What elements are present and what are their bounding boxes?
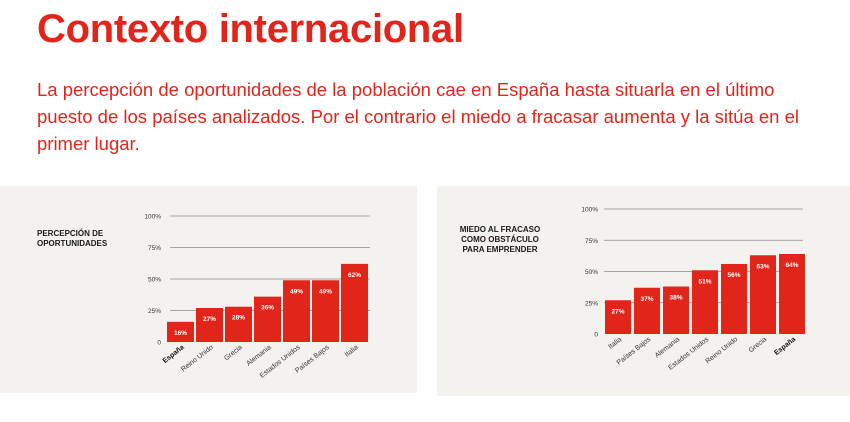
data-label: 62% (348, 272, 361, 279)
bar (167, 321, 194, 342)
bar (692, 270, 718, 334)
x-tick-label: Italia (607, 336, 623, 351)
y-tick-label: 0 (157, 340, 161, 347)
chart-panel-fear-of-failure: MIEDO AL FRACASO COMO OBSTÁCULO PARA EMP… (437, 186, 850, 396)
chart-panel-opportunities: PERCEPCIÓN DE OPORTUNIDADES 0 25% 50% 75% 10… (0, 186, 417, 393)
bar (605, 300, 631, 334)
x-tick-label: Reino Unido (180, 344, 215, 373)
data-label: 56% (727, 272, 740, 279)
bar (312, 280, 339, 342)
data-label: 49% (290, 288, 303, 295)
y-tick-label: 100% (144, 214, 161, 221)
y-tick-label: 75% (585, 238, 598, 245)
x-tick-label: Grecia (223, 344, 244, 362)
page-title: Contexto internacional (37, 7, 464, 51)
data-label: 27% (203, 316, 216, 323)
bar (341, 263, 368, 342)
chart-opportunities: 0 25% 50% 75% 100% 16% España 27% Reino Unido 28%… (144, 214, 370, 380)
data-label: 16% (174, 330, 187, 337)
bar (634, 287, 660, 334)
bar (254, 296, 281, 342)
y-tick-label: 25% (585, 300, 598, 307)
x-tick-label: Alemania (245, 344, 272, 368)
intro-text: La percepción de oportunidades de la pob… (37, 79, 800, 154)
y-tick-label: 50% (585, 269, 598, 276)
bar (779, 254, 805, 334)
bar (283, 280, 310, 342)
y-tick-label: 25% (148, 308, 161, 315)
data-label: 27% (611, 308, 624, 315)
x-tick-label: Alemania (654, 336, 681, 360)
y-tick-label: 0 (594, 332, 598, 339)
bar (196, 307, 223, 342)
x-tick-label: Grecia (748, 336, 769, 354)
data-label: 64% (785, 262, 798, 269)
x-tick-label: España (162, 344, 186, 365)
y-tick-label: 100% (581, 207, 598, 214)
data-label: 49% (319, 288, 332, 295)
y-tick-label: 75% (148, 245, 161, 252)
y-tick-label: 50% (148, 277, 161, 284)
data-label: 37% (640, 296, 653, 303)
data-label: 51% (698, 278, 711, 285)
chart-title-fear-of-failure: MIEDO AL FRACASO COMO OBSTÁCULO PARA EMP… (459, 225, 541, 254)
data-label: 36% (261, 305, 274, 312)
bar (225, 306, 252, 342)
data-label: 28% (232, 315, 245, 322)
bar (721, 264, 747, 334)
data-label: 38% (669, 295, 682, 302)
bar (750, 255, 776, 334)
chart-title-opportunities: PERCEPCIÓN DE OPORTUNIDADES (37, 229, 108, 248)
bar (663, 286, 689, 334)
x-tick-label: Italia (344, 344, 360, 359)
x-tick-label: Reino Unido (705, 336, 740, 365)
x-tick-label: España (773, 336, 797, 357)
data-label: 63% (756, 263, 769, 270)
